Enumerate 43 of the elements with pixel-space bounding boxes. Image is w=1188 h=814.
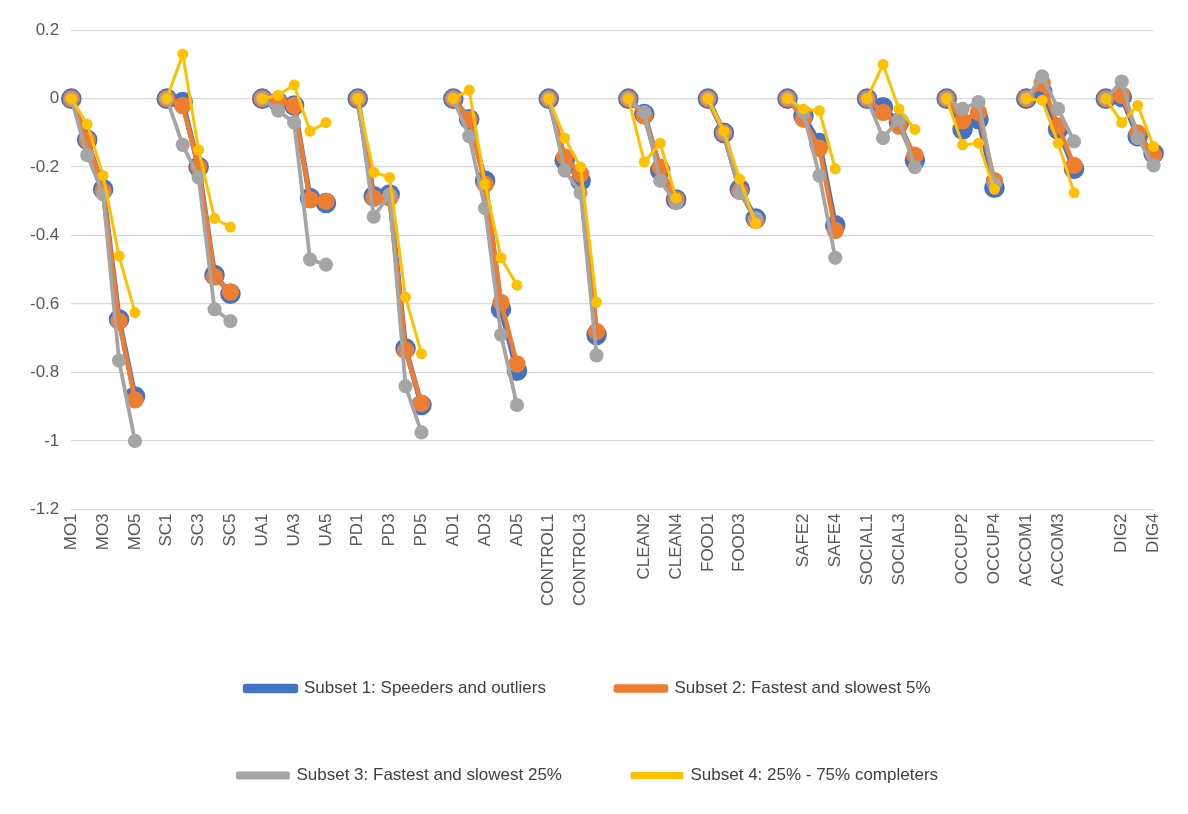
legend-label: Subset 1: Speeders and outliers [303,678,546,698]
y-tick-label: -0.2 [30,156,60,176]
x-tick-label: CLEAN2 [633,513,653,580]
x-tick-label: UA5 [315,513,335,547]
x-tick-label: AD3 [474,513,494,547]
x-tick-label: UA3 [283,513,303,547]
x-tick-label: AD5 [506,513,526,547]
x-tick-label: SC3 [188,513,208,547]
legend-label: Subset 2: Fastest and slowest 5% [674,678,931,698]
x-tick-label: PD3 [379,513,399,547]
y-tick-label: 0 [49,88,60,108]
x-tick-label: FOOD3 [729,513,749,572]
x-tick-label: MO3 [92,513,112,551]
x-tick-label: ACCOM1 [1015,513,1035,587]
x-tick-label: PD5 [411,513,431,547]
y-tick-label: 0.2 [35,19,60,39]
x-tick-label: AD1 [442,513,462,547]
y-tick-label: -1 [44,430,60,450]
x-tick-label: OCCUP2 [952,513,972,585]
x-tick-label: CONTROL3 [570,513,590,607]
x-tick-label: SC5 [220,513,240,547]
legend-label: Subset 4: 25% - 75% completers [690,765,939,785]
x-tick-label: MO1 [60,513,80,551]
legend-label: Subset 3: Fastest and slowest 25% [296,765,562,785]
x-tick-label: UA1 [251,513,271,547]
x-tick-label: MO5 [124,513,144,551]
y-tick-label: -0.8 [30,362,60,382]
x-tick-label: CONTROL1 [538,513,558,607]
y-tick-label: -1.2 [30,499,60,519]
x-tick-label: SC1 [156,513,176,547]
x-tick-label: SAFE2 [793,513,813,568]
x-tick-label: DIG2 [1111,513,1131,554]
x-tick-label: SOCIAL3 [888,513,908,586]
x-tick-label: CLEAN4 [665,513,685,580]
x-tick-label: OCCUP4 [984,513,1004,585]
x-tick-label: DIG4 [1143,513,1163,554]
x-tick-label: SOCIAL1 [856,513,876,586]
x-tick-label: FOOD1 [697,513,717,572]
x-tick-label: PD1 [347,513,367,547]
y-tick-label: -0.4 [30,225,60,245]
x-tick-label: ACCOM3 [1047,513,1067,587]
y-tick-label: -0.6 [30,293,60,313]
x-tick-label: SAFE4 [824,513,844,568]
